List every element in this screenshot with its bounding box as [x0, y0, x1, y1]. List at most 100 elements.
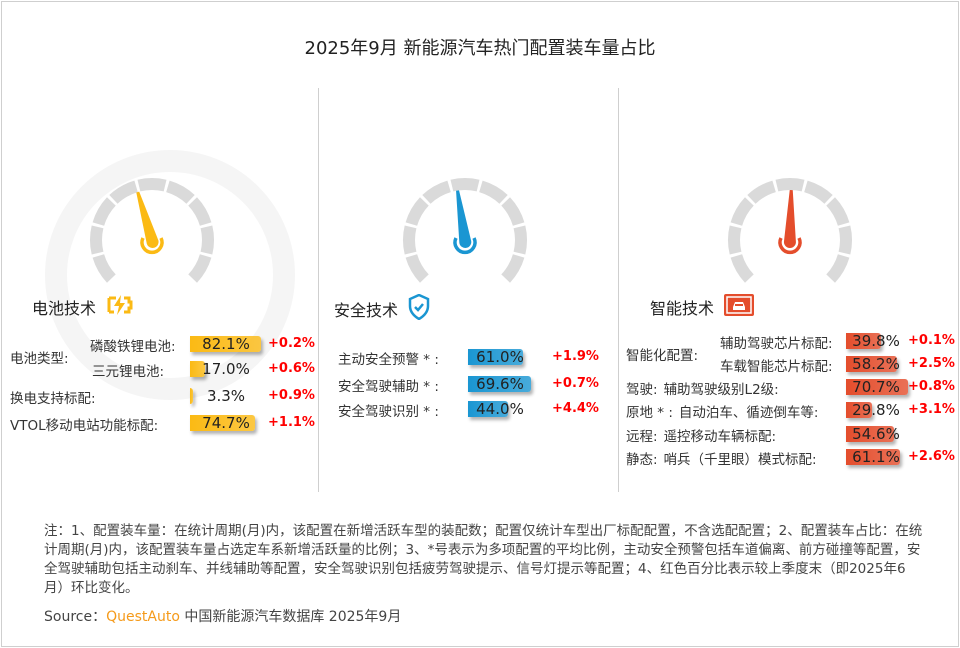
gauge-needle	[456, 190, 472, 248]
bar-value-label: 29.8%	[852, 401, 900, 419]
bar	[190, 415, 255, 431]
row-group-label: 电池类型:	[10, 351, 69, 367]
gauge-segment	[501, 254, 525, 283]
row-label: 遥控移动车辆标配:	[663, 429, 777, 445]
bar-value-label: 39.8%	[852, 332, 900, 350]
bar-value-label: 69.6%	[476, 375, 524, 393]
section-title: 智能技术	[650, 294, 755, 320]
bar-value-label: 70.7%	[852, 378, 900, 396]
row-group-label: 原地 * :	[626, 405, 673, 421]
gauge-segment	[188, 254, 212, 283]
bar	[846, 426, 895, 442]
bar-value-label: 74.7%	[202, 414, 250, 432]
row-group-label: 静态:	[626, 452, 658, 468]
row-label: 三元锂电池:	[92, 364, 165, 380]
change-label: +0.9%	[268, 388, 315, 403]
row-label: 车载智能芯片标配:	[720, 359, 833, 375]
gauge-segment	[200, 225, 215, 255]
row-label: 辅助驾驶级别L2级:	[663, 382, 779, 398]
row-labels: 静态: 哨兵（千里眼）模式标配:	[626, 448, 817, 468]
change-label: +2.6%	[908, 449, 955, 464]
gauge-segment	[775, 177, 805, 192]
gauge-segment	[501, 197, 525, 226]
row-labels: 远程: 遥控移动车辆标配:	[626, 425, 776, 445]
row-label: 哨兵（千里眼）模式标配:	[663, 452, 817, 468]
gauge-hub	[453, 237, 477, 255]
row-group-label: 远程:	[626, 429, 658, 445]
row-group-label: 智能化配置:	[626, 348, 699, 364]
bar	[190, 388, 193, 404]
divider	[318, 88, 319, 492]
row-label: 磷酸铁锂电池:	[90, 339, 176, 355]
gauge-segment	[109, 180, 138, 204]
bar-value-label: 58.2%	[852, 355, 900, 373]
gauge-needle	[136, 191, 159, 248]
gauge-segment	[826, 197, 850, 226]
row-group-label: 驾驶:	[626, 382, 658, 398]
gauge-segment	[92, 254, 116, 283]
bar	[468, 349, 523, 365]
bar-value-label: 54.6%	[852, 425, 900, 443]
section-title-text: 安全技术	[334, 301, 399, 320]
source-brand: QuestAuto	[106, 609, 180, 625]
change-label: +0.7%	[552, 376, 599, 391]
gauge-segment	[405, 197, 429, 226]
divider	[618, 88, 619, 492]
bar-value-label: 17.0%	[202, 360, 250, 378]
source: Source：QuestAuto 中国新能源汽车数据库 2025年9月	[44, 606, 924, 626]
gauge-segment	[826, 254, 850, 283]
gauge-segment	[92, 197, 116, 226]
footnote: 注：1、配置装车量：在统计周期(月)内，该配置在新增活跃车型的装配数；配置仅统计…	[44, 523, 923, 596]
section-title-text: 智能技术	[650, 299, 715, 318]
bar	[190, 336, 262, 352]
change-label: +0.6%	[268, 361, 315, 376]
battery-charging-icon	[106, 294, 134, 320]
row-label: 辅助驾驶芯片标配:	[720, 336, 833, 352]
footer: 注：1、配置装车量：在统计周期(月)内，该配置在新增活跃车型的装配数；配置仅统计…	[44, 522, 924, 626]
gauge	[727, 177, 853, 283]
car-icon	[724, 294, 755, 320]
bar-value-label: 82.1%	[202, 335, 250, 353]
gauge-segment	[513, 225, 528, 255]
gauge-hub	[140, 237, 164, 255]
bar	[190, 361, 205, 377]
shield-check-icon	[408, 293, 430, 324]
page-title: 2025年9月 新能源汽车热门配置装车量占比	[304, 38, 656, 59]
gauge-segment	[479, 180, 508, 204]
gauge-segment	[402, 225, 417, 255]
row-group-label: 安全驾驶识别 * :	[338, 404, 439, 420]
row-label: 自动泊车、循迹倒车等:	[678, 405, 819, 421]
bar	[846, 379, 909, 395]
gauge-segment	[727, 225, 742, 255]
bar-value-label: 61.0%	[476, 348, 524, 366]
bar	[846, 449, 900, 465]
change-label: +0.2%	[268, 336, 315, 351]
bar	[846, 356, 898, 372]
section-title-text: 电池技术	[32, 299, 97, 318]
change-label: +4.4%	[552, 401, 599, 416]
bar-value-label: 44.0%	[476, 400, 524, 418]
bar	[468, 401, 508, 417]
bar	[846, 402, 873, 418]
section-title: 电池技术	[32, 294, 134, 320]
change-label: +1.1%	[268, 415, 315, 430]
gauge-segment	[405, 254, 429, 283]
gauge-segment	[89, 225, 104, 255]
bar-value-label: 3.3%	[206, 387, 246, 405]
source-text: 中国新能源汽车数据库 2025年9月	[179, 609, 402, 625]
row-group-label: 主动安全预警 * :	[338, 352, 439, 368]
source-label: Source：	[44, 609, 107, 625]
change-label: +3.1%	[908, 402, 955, 417]
row-labels: 原地 * : 自动泊车、循迹倒车等:	[626, 401, 818, 421]
section-title: 安全技术	[334, 293, 430, 324]
gauge-segment	[422, 180, 451, 204]
gauge-segment	[804, 180, 833, 204]
change-label: +0.1%	[908, 333, 955, 348]
change-label: +1.9%	[552, 349, 599, 364]
change-label: +2.5%	[908, 356, 955, 371]
bar	[468, 376, 531, 392]
gauge-segment	[838, 225, 853, 255]
row-group-label: VTOL移动电站功能标配:	[10, 418, 159, 434]
gauge-segment	[137, 177, 167, 192]
